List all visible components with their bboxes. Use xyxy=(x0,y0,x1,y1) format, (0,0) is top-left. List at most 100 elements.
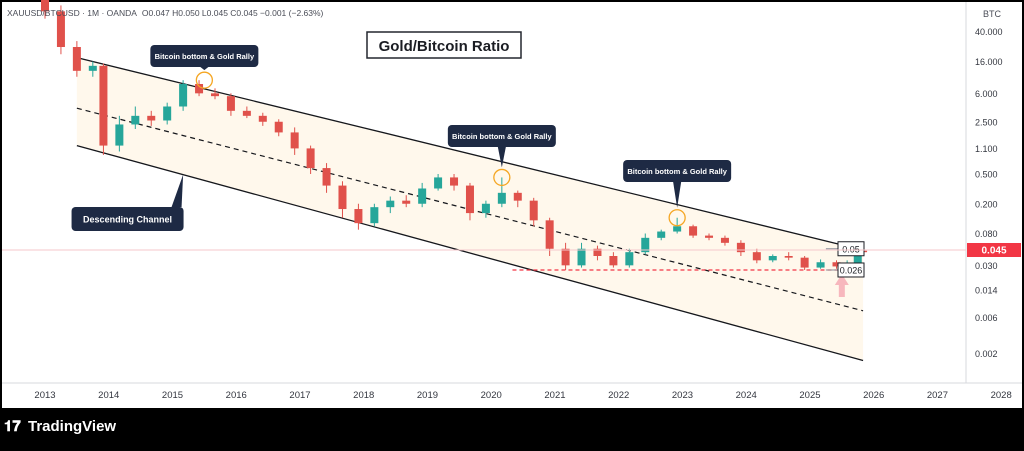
ohlc-values: O0.047 H0.050 L0.045 C0.045 −0.001 (−2.6… xyxy=(142,8,324,18)
candle[interactable] xyxy=(752,248,761,264)
candle[interactable] xyxy=(242,106,251,119)
candle[interactable] xyxy=(354,203,363,230)
candle[interactable] xyxy=(179,80,188,111)
callout-bitcoin-bottom[interactable]: Bitcoin bottom & Gold Rally xyxy=(447,125,556,187)
candle-body xyxy=(147,115,156,121)
y-tick-label: 0.014 xyxy=(975,286,998,296)
candle[interactable] xyxy=(56,5,65,55)
candle[interactable] xyxy=(195,80,204,97)
candle[interactable] xyxy=(210,88,219,100)
tradingview-logo[interactable]: 𝟏𝟕 TradingView xyxy=(4,418,116,435)
callout-box xyxy=(447,125,556,147)
candle[interactable] xyxy=(529,197,538,227)
candle[interactable] xyxy=(561,242,570,270)
candle[interactable] xyxy=(258,112,267,126)
candle[interactable] xyxy=(290,127,299,155)
candle-body xyxy=(641,237,650,253)
price-axis[interactable]: 40.000 16.000 6.000 2.500 1.100 0.500 0.200 0.0… xyxy=(975,27,1003,359)
candle[interactable] xyxy=(338,181,347,218)
callout-bitcoin-bottom[interactable]: Bitcoin bottom & Gold Rally xyxy=(150,45,259,89)
x-tick-label: 2013 xyxy=(34,390,55,401)
candle[interactable] xyxy=(609,252,618,268)
channel-upper-line[interactable] xyxy=(76,57,864,251)
candle[interactable] xyxy=(450,174,459,191)
candle[interactable] xyxy=(88,61,97,77)
candle[interactable] xyxy=(226,93,235,116)
candle-body xyxy=(88,65,97,71)
callout-text: Bitcoin bottom & Gold Rally xyxy=(155,52,255,61)
channel-lower-line[interactable] xyxy=(76,144,864,362)
candle-body xyxy=(354,209,363,224)
candle-body xyxy=(497,192,506,204)
time-axis[interactable]: 2013 2014 2015 2016 2017 2018 2019 2020 2021 2022… xyxy=(34,390,1011,401)
candle[interactable] xyxy=(657,229,666,241)
candle[interactable] xyxy=(322,163,331,193)
candle-body xyxy=(131,115,140,125)
candle-body xyxy=(736,242,745,253)
candle-body xyxy=(99,65,108,146)
candle[interactable] xyxy=(131,106,140,129)
candle-body xyxy=(853,250,862,264)
candles-layer[interactable] xyxy=(41,0,868,270)
candle[interactable] xyxy=(99,63,108,155)
candle-body xyxy=(689,226,698,236)
candle-body xyxy=(274,121,283,133)
candle-body xyxy=(720,237,729,243)
source-label: OANDA xyxy=(107,8,138,18)
candle[interactable] xyxy=(784,252,793,261)
candle[interactable] xyxy=(306,145,315,175)
candle[interactable] xyxy=(434,174,443,191)
candle[interactable] xyxy=(768,254,777,263)
candle[interactable] xyxy=(147,110,156,126)
candle[interactable] xyxy=(577,242,586,268)
candle-body xyxy=(561,248,570,266)
x-tick-label: 2015 xyxy=(162,390,183,401)
candle[interactable] xyxy=(689,224,698,238)
candle-body xyxy=(386,200,395,208)
y-tick-label: 40.000 xyxy=(975,27,1003,37)
candle-body xyxy=(529,200,538,221)
callout-descending-channel[interactable]: Descending Channel xyxy=(71,174,184,231)
candle[interactable] xyxy=(418,182,427,208)
candle-body xyxy=(179,83,188,107)
callout-bitcoin-bottom[interactable]: Bitcoin bottom & Gold Rally xyxy=(623,160,732,227)
candle[interactable] xyxy=(115,115,124,152)
candle[interactable] xyxy=(705,233,714,241)
candle[interactable] xyxy=(386,196,395,214)
candle-body xyxy=(195,83,204,94)
symbol-label[interactable]: XAUUSD/BTCUSD xyxy=(7,8,80,18)
candle[interactable] xyxy=(816,259,825,269)
candle-body xyxy=(784,256,793,258)
x-tick-label: 2019 xyxy=(417,390,438,401)
tradingview-logo-text: TradingView xyxy=(28,418,116,435)
candle[interactable] xyxy=(641,233,650,255)
candle[interactable] xyxy=(481,200,490,218)
candle[interactable] xyxy=(832,260,841,269)
candle[interactable] xyxy=(41,0,49,19)
candle[interactable] xyxy=(800,256,809,270)
candle[interactable] xyxy=(402,195,411,208)
y-tick-label: 0.080 xyxy=(975,229,998,239)
candle-body xyxy=(418,188,427,204)
candle[interactable] xyxy=(163,102,172,125)
header-ohlc: XAUUSD/BTCUSD · 1M · OANDA O0.047 H0.050 … xyxy=(7,8,324,18)
candle[interactable] xyxy=(465,182,474,221)
candle[interactable] xyxy=(513,190,522,208)
x-tick-label: 2014 xyxy=(98,390,119,401)
candle[interactable] xyxy=(72,41,81,77)
candle-body xyxy=(402,200,411,204)
candle[interactable] xyxy=(736,240,745,256)
candle[interactable] xyxy=(274,119,283,137)
callout-pointer xyxy=(171,174,184,207)
candle-body xyxy=(226,96,235,111)
x-tick-label: 2016 xyxy=(226,390,247,401)
x-tick-label: 2020 xyxy=(481,390,502,401)
interval-label[interactable]: 1M xyxy=(87,8,99,18)
candle[interactable] xyxy=(625,248,634,268)
candle[interactable] xyxy=(497,177,506,208)
candle[interactable] xyxy=(593,245,602,261)
candle[interactable] xyxy=(720,235,729,246)
candle[interactable] xyxy=(370,203,379,227)
x-tick-label: 2017 xyxy=(289,390,310,401)
